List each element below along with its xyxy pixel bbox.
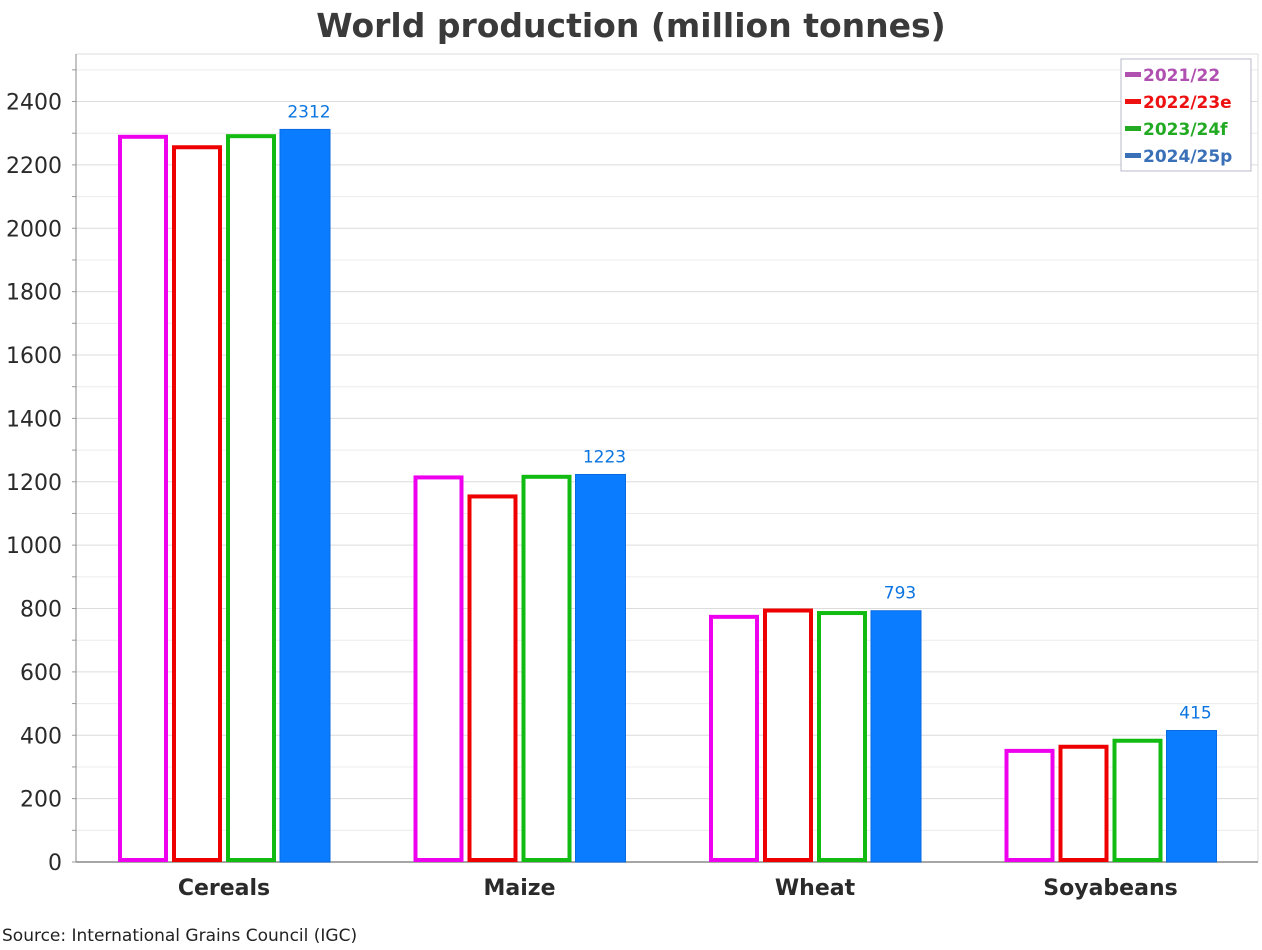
bar-2023-24f-cereals	[226, 134, 276, 863]
data-label: 793	[884, 584, 916, 604]
y-tick-label: 2400	[6, 91, 62, 116]
y-tick-label: 1000	[6, 534, 62, 559]
bar-2024-25p-maize	[575, 473, 626, 863]
legend-swatch	[1125, 126, 1141, 131]
bar-2022-23e-cereals	[172, 145, 222, 862]
bar-2021-22-wheat	[709, 614, 759, 862]
legend-entry: 2024/25p	[1143, 147, 1232, 167]
chart-title: World production (million tonnes)	[316, 6, 946, 45]
bar-2021-22-soyabeans	[1004, 748, 1055, 863]
category-label-maize: Maize	[483, 876, 555, 901]
bar-2022-23e-soyabeans	[1058, 744, 1109, 863]
legend-swatch	[1125, 153, 1141, 158]
y-tick-label: 800	[20, 598, 62, 623]
y-tick-label: 600	[20, 661, 62, 686]
bar-2024-25p-cereals	[279, 128, 331, 863]
y-tick-label: 0	[48, 851, 62, 876]
bar-chart: 0 200 400 600 800 1000 1200 1400 1600 1800 2000 220…	[6, 53, 1259, 901]
y-tick-label: 200	[20, 788, 62, 813]
y-tick-label: 1400	[6, 407, 62, 432]
legend-entry: 2022/23e	[1143, 93, 1232, 113]
bar-2023-24f-maize	[521, 474, 572, 862]
legend-swatch	[1125, 99, 1141, 104]
legend-entry: 2021/22	[1143, 66, 1220, 86]
y-tick-label: 2200	[6, 154, 62, 179]
bar-2021-22-maize	[413, 475, 464, 862]
axes: 0 200 400 600 800 1000 1200 1400 1600 1800 2000 220…	[6, 54, 1258, 876]
bar-2023-24f-soyabeans	[1112, 738, 1163, 863]
category-label-cereals: Cereals	[178, 876, 270, 901]
bar-2024-25p-wheat	[870, 610, 922, 863]
legend-entry: 2023/24f	[1143, 120, 1228, 140]
legend: 2021/22 2022/23e 2023/24f 2024/25p	[1120, 58, 1252, 172]
y-tick-label: 2000	[6, 217, 62, 242]
y-tick-label: 400	[20, 724, 62, 749]
bar-2022-23e-wheat	[763, 608, 813, 863]
labels: 2312 Cereals 1223 Maize 793 Wheat 415 Soyabeans	[178, 102, 1212, 901]
legend-box	[1120, 58, 1252, 172]
bar-2021-22-cereals	[118, 134, 168, 863]
data-label: 415	[1179, 704, 1211, 724]
category-label-soyabeans: Soyabeans	[1043, 876, 1177, 901]
legend-swatch	[1125, 72, 1141, 77]
bar-2024-25p-soyabeans	[1166, 730, 1217, 863]
source-note: Source: International Grains Council (IG…	[2, 926, 358, 946]
data-label: 1223	[583, 447, 626, 467]
y-tick-label: 1600	[6, 344, 62, 369]
bars	[118, 128, 1217, 863]
bar-2023-24f-wheat	[817, 611, 867, 862]
data-label: 2312	[287, 102, 330, 122]
y-tick-label: 1200	[6, 471, 62, 496]
y-tick-label: 1800	[6, 281, 62, 306]
category-label-wheat: Wheat	[775, 876, 856, 901]
bar-2022-23e-maize	[467, 494, 518, 862]
